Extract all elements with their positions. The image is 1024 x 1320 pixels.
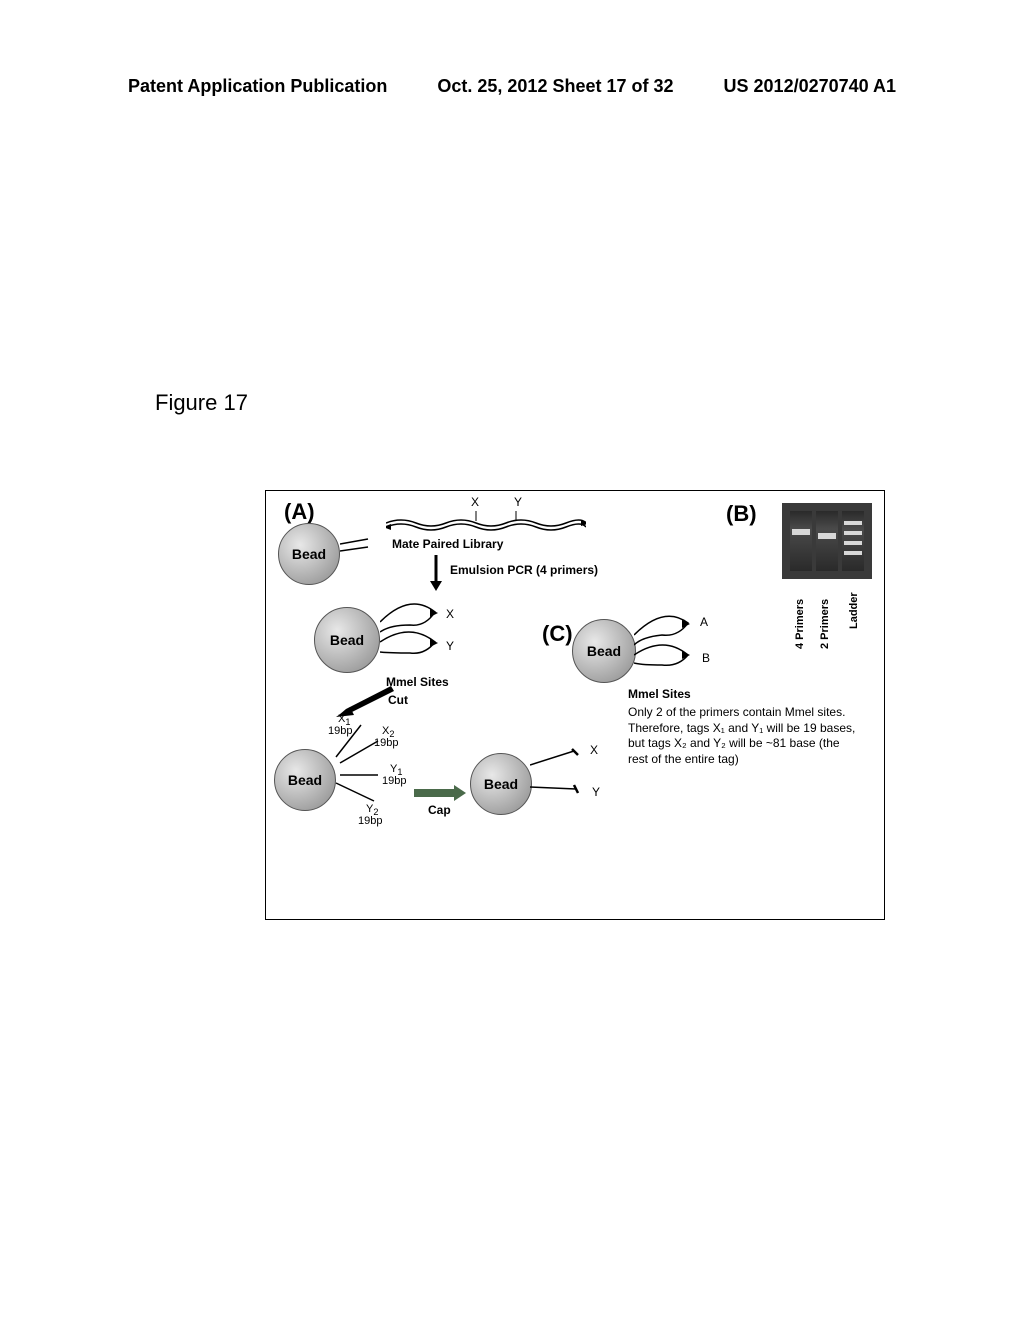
- page-header: Patent Application Publication Oct. 25, …: [0, 76, 1024, 97]
- header-right: US 2012/0270740 A1: [724, 76, 896, 97]
- mmel-sites-c: Mmel Sites: [628, 687, 691, 701]
- bead-label: Bead: [484, 776, 518, 792]
- gel-band-icon: [818, 533, 836, 539]
- panel-a-label: (A): [284, 499, 315, 525]
- caption-text: Only 2 of the primers contain Mmel sites…: [628, 705, 858, 767]
- capped-tags-icon: [530, 747, 600, 817]
- header-left: Patent Application Publication: [128, 76, 387, 97]
- gel-label-2: 2 Primers: [819, 599, 831, 649]
- x-label-top: X: [471, 495, 479, 509]
- gel-lane-3: [842, 511, 864, 571]
- gel-label-1: 4 Primers: [794, 599, 806, 649]
- gel-band-icon: [844, 551, 862, 555]
- bead-middle: Bead: [314, 607, 380, 673]
- emulsion-pcr-label: Emulsion PCR (4 primers): [450, 563, 598, 577]
- bead-bottom-right: Bead: [470, 753, 532, 815]
- dna-wavy-icon: [386, 505, 586, 535]
- gel-band-icon: [792, 529, 810, 535]
- figure-label: Figure 17: [155, 390, 248, 416]
- bead-label: Bead: [292, 546, 326, 562]
- x2-bp: 19bp: [374, 737, 398, 749]
- gel-band-icon: [844, 521, 862, 525]
- bead-top: Bead: [278, 523, 340, 585]
- header-center: Oct. 25, 2012 Sheet 17 of 32: [437, 76, 673, 97]
- x-cap-label: X: [590, 743, 598, 757]
- y-cap-label: Y: [592, 785, 600, 799]
- arrow-down-icon: [426, 555, 446, 591]
- panel-c-label: (C): [542, 621, 573, 647]
- y1-bp: 19bp: [382, 775, 406, 787]
- mate-paired-label: Mate Paired Library: [392, 537, 503, 551]
- gel-lane-2: [816, 511, 838, 571]
- cut-label: Cut: [388, 693, 408, 707]
- y2-bp: 19bp: [358, 815, 382, 827]
- a-label-c: A: [700, 615, 708, 629]
- gel-lane-1: [790, 511, 812, 571]
- figure-container: (A) Bead X Y Mate Paired Library Emulsio…: [265, 490, 885, 920]
- x1-bp: 19bp: [328, 725, 352, 737]
- bead-label: Bead: [587, 643, 621, 659]
- gel-band-icon: [844, 541, 862, 545]
- x-label-mid: X: [446, 607, 454, 621]
- gel-band-icon: [844, 531, 862, 535]
- y-label-mid: Y: [446, 639, 454, 653]
- primer-line-icon: [340, 529, 370, 559]
- gel-label-3: Ladder: [848, 592, 860, 629]
- cap-arrow-icon: [414, 783, 468, 805]
- b-label-c: B: [702, 651, 710, 665]
- panel-b-label: (B): [726, 501, 757, 527]
- cap-label: Cap: [428, 803, 451, 817]
- gel-image: [782, 503, 872, 579]
- bead-panel-c: Bead: [572, 619, 636, 683]
- bead-label: Bead: [330, 632, 364, 648]
- bead-label: Bead: [288, 772, 322, 788]
- y-label-top: Y: [514, 495, 522, 509]
